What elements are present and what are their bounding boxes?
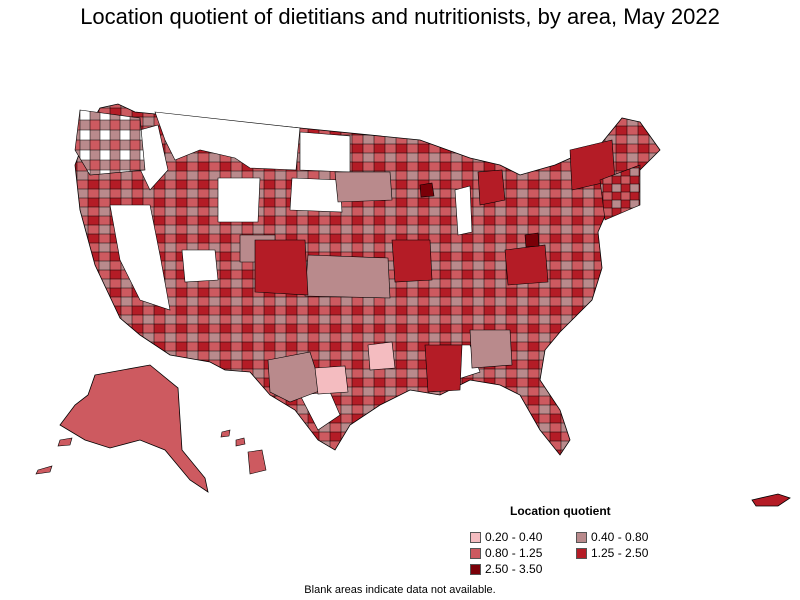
region-michigan-high bbox=[477, 169, 506, 206]
region-west-texas-low bbox=[267, 351, 323, 403]
region-dakota-nodata bbox=[299, 131, 351, 173]
region-north-texas-verylow bbox=[314, 365, 349, 395]
legend-swatch bbox=[576, 547, 587, 559]
region-montana-nodata bbox=[154, 111, 301, 171]
legend-item-very-high: 2.50 - 3.50 bbox=[470, 562, 542, 576]
region-mississippi-high bbox=[424, 344, 463, 393]
region-pittsburgh-veryhigh bbox=[524, 232, 540, 248]
region-missouri-high bbox=[391, 239, 433, 283]
legend-swatch bbox=[470, 547, 481, 559]
legend-item-high: 1.25 - 2.50 bbox=[576, 546, 648, 560]
alaska-outline bbox=[59, 364, 209, 493]
region-east-texas-verylow bbox=[367, 341, 396, 371]
region-minnesota-low bbox=[334, 171, 393, 203]
hawaii-island bbox=[247, 449, 267, 475]
region-colorado-high bbox=[254, 239, 309, 296]
alaska-island bbox=[35, 465, 53, 475]
region-nevada-nodata bbox=[109, 204, 171, 311]
region-illinois-nodata bbox=[454, 185, 473, 236]
footnote: Blank areas indicate data not available. bbox=[304, 584, 496, 596]
legend-swatch bbox=[470, 563, 481, 575]
region-wisconsin-veryhigh bbox=[419, 182, 435, 198]
hawaii-island bbox=[220, 429, 231, 438]
alaska-island bbox=[57, 437, 73, 447]
legend-item-low: 0.40 - 0.80 bbox=[576, 530, 648, 544]
region-appalachia-high bbox=[504, 244, 549, 286]
region-pacific-nw-mix bbox=[74, 109, 146, 176]
legend-item-very-low: 0.20 - 0.40 bbox=[470, 530, 542, 544]
hawaii-island bbox=[235, 437, 246, 447]
region-utah-nodata bbox=[181, 249, 219, 283]
legend-swatch bbox=[576, 531, 587, 543]
region-alabama-low bbox=[469, 329, 513, 369]
puerto-rico-outline bbox=[751, 493, 791, 507]
region-kansas-low bbox=[304, 254, 391, 299]
region-nebraska-nodata bbox=[289, 177, 343, 213]
map-title: Location quotient of dietitians and nutr… bbox=[80, 4, 720, 29]
legend-item-mid: 0.80 - 1.25 bbox=[470, 546, 542, 560]
legend-swatch bbox=[470, 531, 481, 543]
legend-title: Location quotient bbox=[510, 504, 611, 518]
region-wyoming-nodata bbox=[217, 177, 261, 223]
region-northeast-mix bbox=[599, 164, 641, 221]
